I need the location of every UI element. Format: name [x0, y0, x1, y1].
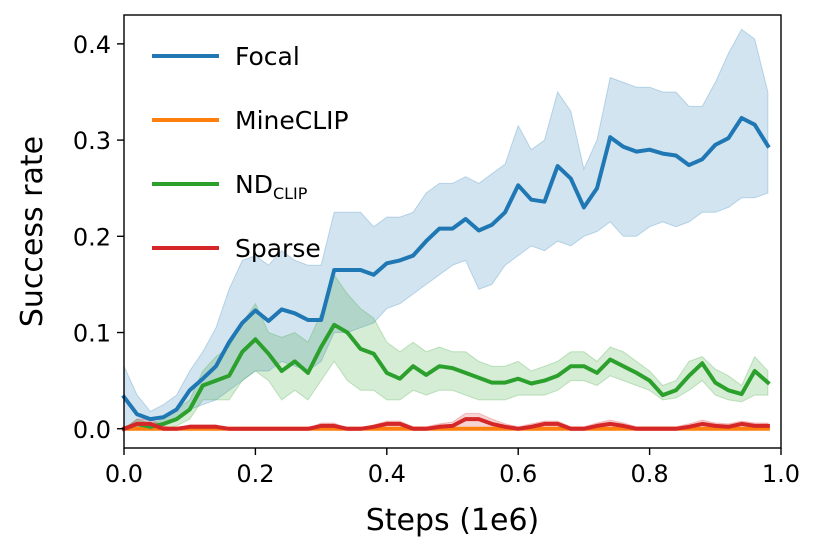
x-tick-label: 0.6 [499, 460, 537, 488]
x-axis-label: Steps (1e6) [366, 503, 540, 538]
y-tick-label: 0.4 [73, 31, 111, 59]
x-tick-label: 0.4 [368, 460, 406, 488]
x-tick-label: 0.2 [236, 460, 274, 488]
legend-label-subscript: CLIP [273, 184, 308, 203]
legend-label-mineclip: MineCLIP [235, 106, 349, 135]
x-axis-ticks: 0.0 0.2 0.4 0.6 0.8 1.0 [105, 448, 800, 488]
legend: Focal MineCLIP NDCLIP Sparse [152, 42, 349, 263]
y-axis-ticks: 0.0 0.1 0.2 0.3 0.4 [73, 31, 124, 444]
legend-label-text: ND [235, 170, 273, 199]
legend-label-focal: Focal [235, 42, 300, 71]
series-line-nd [121, 322, 771, 432]
x-tick-label: 1.0 [762, 460, 800, 488]
series-lines [121, 116, 771, 432]
legend-label-text: MineCLIP [235, 106, 349, 135]
legend-label-text: Sparse [235, 234, 321, 263]
y-tick-label: 0.3 [73, 127, 111, 155]
x-tick-label: 0.8 [631, 460, 669, 488]
y-tick-label: 0.2 [73, 223, 111, 251]
series-line-sparse [121, 417, 770, 432]
legend-label-nd: NDCLIP [235, 170, 308, 203]
y-axis-label: Success rate [15, 136, 50, 327]
plot-frame [123, 14, 782, 449]
y-tick-label: 0.0 [73, 416, 111, 444]
legend-label-sparse: Sparse [235, 234, 321, 263]
series-line-focal [121, 116, 771, 422]
legend-label-text: Focal [235, 42, 300, 71]
y-tick-label: 0.1 [73, 320, 111, 348]
x-tick-label: 0.0 [105, 460, 143, 488]
